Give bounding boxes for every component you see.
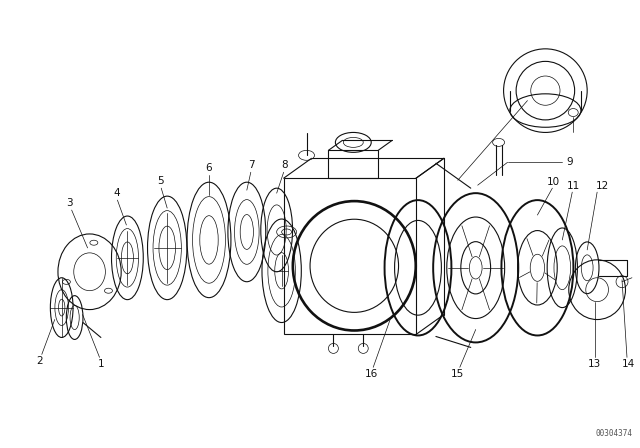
Text: 11: 11 <box>566 181 580 191</box>
Text: 5: 5 <box>157 176 164 186</box>
Text: 2: 2 <box>36 356 43 366</box>
Text: 6: 6 <box>205 163 212 173</box>
Text: 15: 15 <box>451 369 465 379</box>
Text: 3: 3 <box>67 198 73 208</box>
Text: 4: 4 <box>113 188 120 198</box>
Text: 8: 8 <box>282 160 288 170</box>
Text: 12: 12 <box>595 181 609 191</box>
Text: 7: 7 <box>248 160 255 170</box>
Text: 14: 14 <box>621 359 635 369</box>
Text: 10: 10 <box>547 177 560 187</box>
Text: 13: 13 <box>588 359 601 369</box>
Text: 1: 1 <box>98 359 105 369</box>
Bar <box>328 151 378 178</box>
Bar <box>284 178 416 335</box>
Text: 00304374: 00304374 <box>595 429 632 438</box>
Text: 16: 16 <box>365 369 378 379</box>
Text: 9: 9 <box>566 157 573 167</box>
